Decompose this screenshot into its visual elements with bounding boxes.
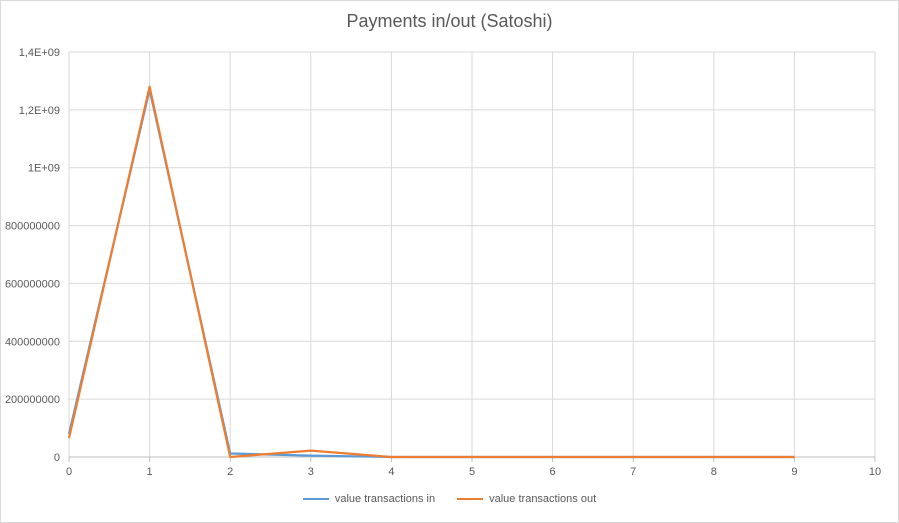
- x-tick-label: 5: [469, 466, 475, 478]
- x-tick-label: 10: [869, 466, 881, 478]
- x-tick-label: 8: [711, 466, 717, 478]
- legend-label-out: value transactions out: [489, 493, 597, 505]
- x-tick-label: 2: [227, 466, 233, 478]
- legend-item-in: value transactions in: [302, 493, 436, 505]
- gridlines: [68, 51, 876, 462]
- x-tick-label: 9: [791, 466, 797, 478]
- series-lines: [67, 85, 795, 459]
- y-tick-label: 0: [54, 452, 60, 464]
- y-tick-label: 1,4E+09: [19, 47, 60, 59]
- x-tick-label: 4: [388, 466, 394, 478]
- y-tick-label: 600000000: [5, 278, 60, 290]
- series-line-1: [67, 85, 795, 459]
- legend-label-in: value transactions in: [334, 493, 436, 505]
- y-tick-label: 1,2E+09: [19, 105, 60, 117]
- legend-swatch-in: [302, 498, 329, 500]
- x-tick-label: 0: [66, 466, 72, 478]
- y-tick-label: 200000000: [5, 394, 60, 406]
- y-tick-label: 1E+09: [28, 163, 60, 175]
- legend-swatch-out: [457, 498, 484, 500]
- y-tick-label: 800000000: [5, 221, 60, 233]
- x-tick-label: 1: [147, 466, 153, 478]
- x-tick-label: 3: [308, 466, 314, 478]
- x-axis-ticks: 0 1 2 3 4 5 6 7 8 9 10: [66, 466, 881, 478]
- x-tick-label: 7: [630, 466, 636, 478]
- x-tick-label: 6: [550, 466, 556, 478]
- chart-title: Payments in/out (Satoshi): [346, 11, 553, 31]
- legend-item-out: value transactions out: [457, 493, 596, 505]
- y-tick-label: 400000000: [5, 336, 60, 348]
- y-axis-ticks: 0 200000000 400000000 600000000 800000000 1E+…: [5, 47, 60, 464]
- series-line-0: [67, 88, 795, 459]
- legend: value transactions in value transactions…: [0, 493, 899, 505]
